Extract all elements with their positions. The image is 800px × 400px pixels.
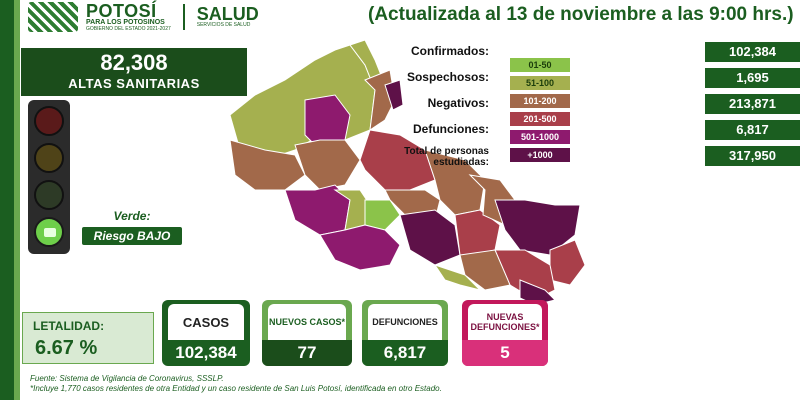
legend-item: 01-50 bbox=[510, 58, 570, 72]
letalidad-value: 6.67 % bbox=[35, 337, 98, 359]
casos-value: 102,384 bbox=[175, 343, 237, 362]
nuevos-casos-value: 77 bbox=[262, 340, 352, 366]
state-map bbox=[229, 40, 586, 306]
letalidad-label: LETALIDAD: bbox=[33, 319, 105, 333]
map-region bbox=[399, 209, 461, 266]
state-logo-icon bbox=[28, 2, 78, 32]
stat-label: Confirmados: bbox=[411, 44, 489, 58]
logo-subtitle: PARA LOS POTOSINOS bbox=[86, 18, 165, 26]
risk-badge: Riesgo BAJO bbox=[82, 227, 182, 245]
map-region bbox=[319, 224, 401, 271]
defunciones-value: 6,817 bbox=[362, 340, 448, 366]
source-line-1: Fuente: Sistema de Vigilancia de Coronav… bbox=[30, 374, 224, 383]
source-line-2: *Incluye 1,770 casos residentes de otra … bbox=[30, 384, 442, 393]
map-region bbox=[364, 199, 401, 231]
map-region bbox=[294, 139, 361, 191]
map-region bbox=[229, 139, 306, 191]
nuevas-defunciones-label: NUEVAS DEFUNCIONES* bbox=[468, 304, 542, 340]
salud-subtitle: SERVICIOS DE SALUD bbox=[196, 22, 251, 28]
semaforo-status: Verde: bbox=[113, 209, 151, 223]
legend-item: 101-200 bbox=[510, 94, 570, 108]
salud-logo: SALUD SERVICIOS DE SALUD bbox=[196, 4, 259, 28]
defunciones-label: DEFUNCIONES bbox=[368, 304, 442, 340]
stat-value: 6,817 bbox=[705, 120, 800, 140]
casos-card: CASOS 102,384 bbox=[162, 300, 250, 366]
logo-small: GOBIERNO DEL ESTADO 2021-2027 bbox=[86, 25, 171, 32]
casos-label: CASOS bbox=[168, 304, 244, 340]
map-region bbox=[494, 199, 581, 256]
letalidad-box: LETALIDAD: 6.67 % bbox=[22, 312, 154, 364]
orange-light bbox=[34, 143, 64, 173]
logo-title: POTOSÍ bbox=[86, 0, 157, 21]
altas-value: 82,308 bbox=[100, 50, 168, 75]
altas-label: ALTAS SANITARIAS bbox=[68, 76, 200, 91]
nuevos-casos-label: NUEVOS CASOS* bbox=[268, 304, 346, 340]
stat-label: Defunciones: bbox=[412, 122, 489, 136]
summary-cards: LETALIDAD: 6.67 % CASOS 102,384 NUEVOS C… bbox=[22, 300, 582, 368]
stat-label: Total de personas estudiadas: bbox=[404, 146, 489, 168]
green-light-active bbox=[34, 217, 64, 247]
legend-item: 201-500 bbox=[510, 112, 570, 126]
stat-value: 102,384 bbox=[705, 42, 800, 62]
stat-value: 317,950 bbox=[705, 146, 800, 166]
stat-label: Sospechosos: bbox=[406, 70, 489, 84]
update-title: (Actualizada al 13 de noviembre a las 9:… bbox=[368, 4, 794, 25]
logo-divider bbox=[182, 4, 185, 30]
map-region bbox=[384, 79, 404, 111]
state-logo-text: POTOSÍ PARA LOS POTOSINOS GOBIERNO DEL E… bbox=[86, 0, 171, 32]
nuevas-defunciones-value: 5 bbox=[462, 340, 548, 366]
stat-value: 213,871 bbox=[705, 94, 800, 114]
salud-title: SALUD bbox=[196, 4, 259, 24]
map-region bbox=[433, 264, 482, 291]
altas-sanitarias-box: 82,308 ALTAS SANITARIAS bbox=[21, 48, 247, 96]
source-note: Fuente: Sistema de Vigilancia de Coronav… bbox=[30, 374, 442, 394]
map-legend: 01-50 51-100 101-200 201-500 501-1000 +1… bbox=[510, 58, 570, 166]
red-light bbox=[34, 106, 64, 136]
nuevas-defunciones-card: NUEVAS DEFUNCIONES* 5 bbox=[462, 300, 548, 366]
traffic-light-icon bbox=[28, 100, 70, 254]
stat-label: Negativos: bbox=[427, 96, 489, 110]
nuevos-casos-card: NUEVOS CASOS* 77 bbox=[262, 300, 352, 366]
stat-value: 1,695 bbox=[705, 68, 800, 88]
map-region bbox=[459, 249, 511, 291]
legend-item: 501-1000 bbox=[510, 130, 570, 144]
legend-item: +1000 bbox=[510, 148, 570, 162]
yellow-light bbox=[34, 180, 64, 210]
header-logos: POTOSÍ PARA LOS POTOSINOS GOBIERNO DEL E… bbox=[28, 0, 259, 34]
left-accent-bar bbox=[0, 0, 20, 400]
legend-item: 51-100 bbox=[510, 76, 570, 90]
defunciones-card: DEFUNCIONES 6,817 bbox=[362, 300, 448, 366]
